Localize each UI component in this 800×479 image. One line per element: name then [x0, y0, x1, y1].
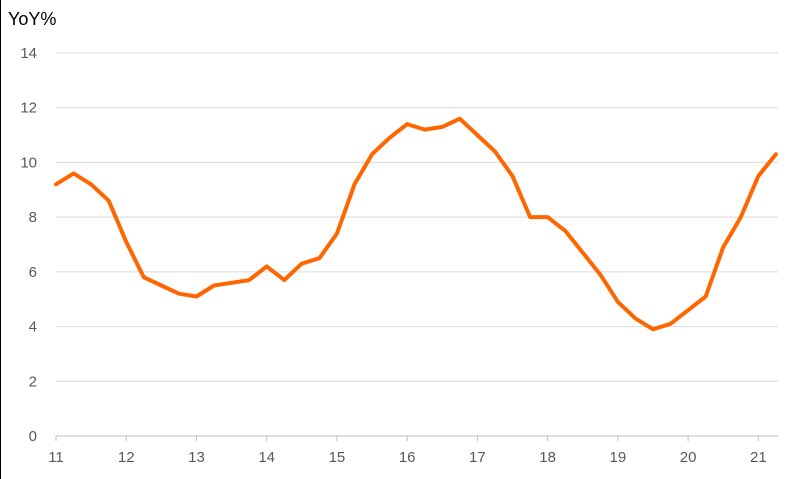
- data-point: [283, 279, 285, 281]
- data-point: [564, 230, 566, 232]
- x-tick-label: 21: [750, 449, 767, 466]
- data-point: [389, 137, 391, 139]
- data-point: [722, 246, 724, 248]
- x-tick-label: 15: [329, 449, 346, 466]
- data-point: [55, 183, 57, 185]
- data-point: [441, 126, 443, 128]
- x-tick-label: 20: [680, 449, 697, 466]
- data-point: [301, 263, 303, 265]
- data-point: [652, 328, 654, 330]
- data-point: [231, 282, 233, 284]
- data-point: [143, 276, 145, 278]
- data-point: [529, 216, 531, 218]
- data-point: [178, 293, 180, 295]
- grid-lines: [56, 52, 778, 437]
- data-point: [476, 134, 478, 136]
- data-point: [599, 274, 601, 276]
- data-point: [775, 153, 777, 155]
- series-layer: [54, 116, 778, 332]
- data-point: [512, 175, 513, 177]
- left-border: [0, 0, 1, 479]
- data-point: [213, 285, 215, 286]
- data-point: [125, 241, 127, 243]
- data-point: [318, 257, 320, 259]
- data-point: [617, 301, 619, 303]
- data-point: [371, 153, 373, 155]
- data-point: [547, 216, 549, 218]
- x-tick-label: 16: [399, 449, 416, 466]
- y-tick-label: 2: [29, 373, 37, 390]
- y-axis-label: YoY%: [8, 9, 56, 29]
- data-point: [582, 252, 584, 254]
- x-tick-label: 12: [118, 449, 135, 466]
- y-tick-label: 6: [29, 264, 37, 281]
- data-point: [406, 123, 408, 125]
- x-tick-label: 17: [469, 449, 486, 466]
- y-tick-label: 4: [29, 319, 37, 336]
- data-point: [757, 175, 759, 177]
- data-point: [705, 296, 707, 297]
- data-point: [670, 323, 671, 325]
- y-tick-labels: 0 2 4 6 8 10 12 14: [20, 45, 37, 445]
- y-tick-label: 14: [20, 45, 37, 62]
- x-tick-label: 14: [258, 449, 275, 466]
- x-tick-label: 11: [48, 449, 64, 466]
- data-point: [354, 183, 355, 185]
- data-point: [108, 200, 110, 202]
- data-point: [687, 309, 689, 311]
- data-point: [160, 285, 162, 286]
- data-point: [459, 118, 461, 120]
- y-tick-label: 0: [29, 428, 37, 445]
- data-point: [336, 233, 338, 235]
- data-point: [196, 296, 197, 297]
- data-point: [740, 216, 742, 218]
- data-point: [90, 183, 92, 185]
- data-point: [248, 279, 250, 281]
- data-point: [424, 129, 426, 131]
- y-tick-label: 8: [29, 209, 37, 226]
- series-line: [54, 116, 778, 332]
- y-tick-label: 12: [20, 100, 37, 117]
- x-tick-label: 13: [188, 449, 205, 466]
- data-point: [266, 265, 268, 267]
- y-tick-label: 10: [20, 154, 37, 171]
- x-tick-label: 19: [610, 449, 627, 466]
- x-tick-label: 18: [539, 449, 556, 466]
- x-tick-labels: 11 12 13 14 15 16 17 18 19 20 21: [48, 436, 767, 466]
- data-point: [494, 151, 496, 152]
- data-point: [73, 172, 75, 174]
- data-point: [634, 317, 636, 319]
